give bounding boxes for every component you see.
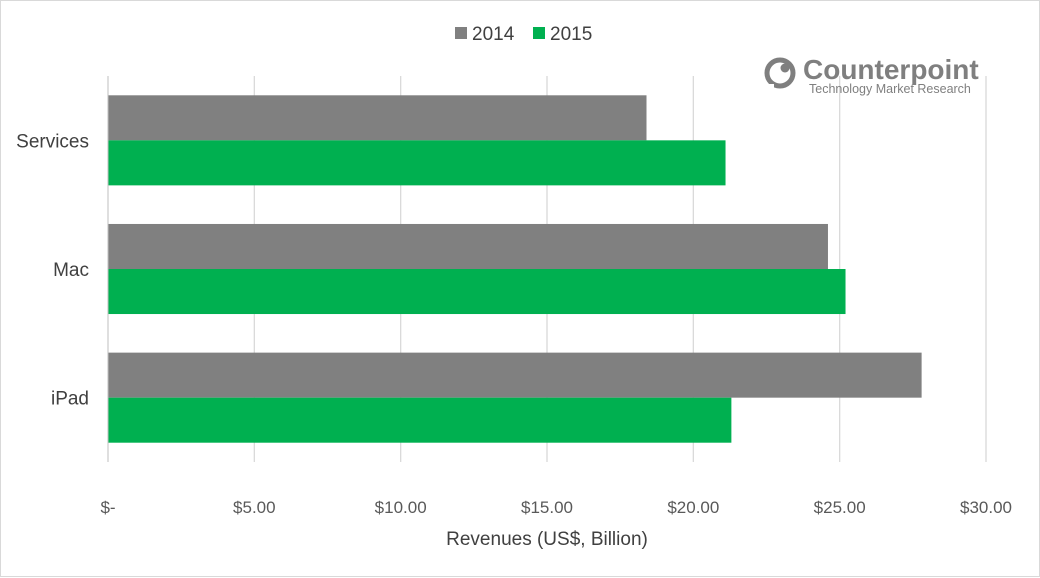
- legend-label-2015: 2015: [550, 24, 592, 45]
- bar-2014-ipad: [108, 352, 922, 398]
- counterpoint-logo-tagline: Technology Market Research: [809, 82, 971, 96]
- category-label: iPad: [51, 389, 89, 410]
- x-tick-label: $-: [100, 498, 115, 517]
- bar-2015-services: [108, 140, 726, 186]
- x-tick-label: $5.00: [233, 498, 276, 517]
- legend-swatch-2015: [533, 27, 545, 39]
- x-tick-label: $25.00: [814, 498, 866, 517]
- x-tick-label: $20.00: [667, 498, 719, 517]
- category-label: Mac: [53, 260, 89, 281]
- bar-2015-mac: [108, 269, 846, 315]
- counterpoint-logo-icon: [764, 57, 796, 93]
- category-label: Services: [16, 131, 89, 152]
- counterpoint-logo-name: Counterpoint: [803, 54, 979, 85]
- bar-2014-services: [108, 95, 647, 141]
- legend-label-2014: 2014: [472, 24, 515, 45]
- legend: 2014 2015: [455, 24, 592, 45]
- category-labels: Services Mac iPad: [16, 131, 89, 409]
- legend-swatch-2014: [455, 27, 467, 39]
- x-tick-labels: $- $5.00 $10.00 $15.00 $20.00 $25.00 $30.00: [100, 498, 1012, 517]
- counterpoint-logo: Counterpoint Technology Market Research: [764, 54, 979, 96]
- bar-2015-ipad: [108, 397, 732, 443]
- x-tick-label: $10.00: [375, 498, 427, 517]
- bar-2014-mac: [108, 223, 828, 269]
- x-tick-label: $15.00: [521, 498, 573, 517]
- x-axis-title: Revenues (US$, Billion): [446, 529, 648, 550]
- bars: [108, 95, 922, 443]
- x-tick-label: $30.00: [960, 498, 1012, 517]
